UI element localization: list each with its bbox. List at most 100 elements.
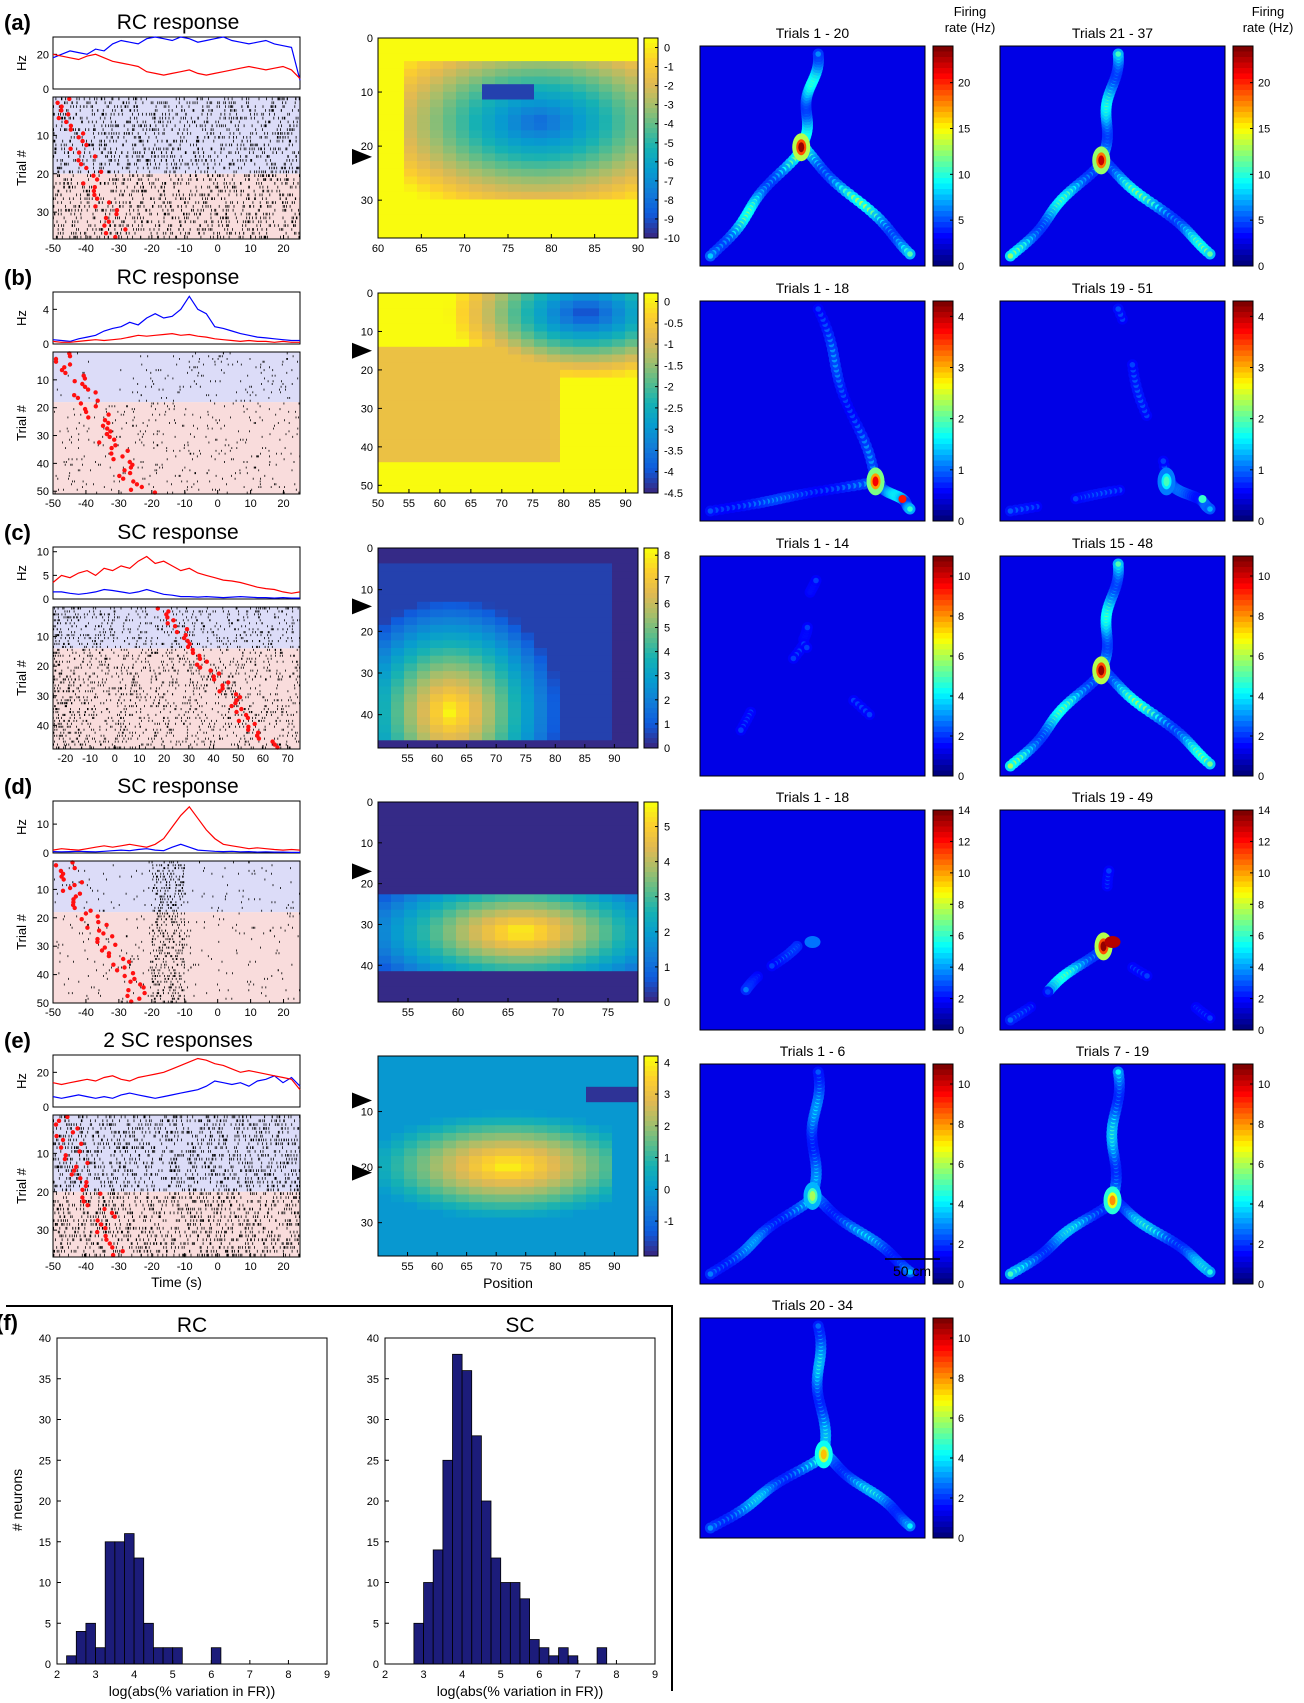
heat-cell xyxy=(586,61,600,70)
heat-cell xyxy=(599,416,613,425)
heat-cell xyxy=(586,1171,600,1180)
heat-cell xyxy=(573,740,587,749)
heat-cell xyxy=(417,222,431,231)
heat-cell xyxy=(456,1248,470,1257)
heat-cell xyxy=(391,122,405,131)
colorbar-tick-label: 0 xyxy=(664,743,670,755)
heat-cell xyxy=(534,548,548,557)
heat-cell xyxy=(573,346,587,355)
heat-cell xyxy=(521,184,535,193)
heat-cell xyxy=(430,732,444,741)
colorbar-step xyxy=(933,466,953,472)
heat-cell xyxy=(573,732,587,741)
raster-ytick-label: 10 xyxy=(37,632,49,644)
heat-cell xyxy=(404,168,418,177)
heat-cell xyxy=(391,184,405,193)
heat-cell xyxy=(482,1186,496,1195)
heat-cell xyxy=(482,138,496,147)
raster-xtick-label: 10 xyxy=(244,243,256,255)
heat-cell xyxy=(508,594,522,603)
trial-start-dot xyxy=(99,948,105,953)
heat-cell xyxy=(430,369,444,379)
heat-cell xyxy=(560,462,574,471)
heat-cell xyxy=(430,648,444,657)
heat-cell xyxy=(417,1109,431,1118)
heat-cell xyxy=(469,68,483,77)
trial-start-dot xyxy=(110,1245,115,1250)
heat-cell xyxy=(378,686,392,695)
heat-cell xyxy=(547,38,561,47)
heat-ytick-label: 20 xyxy=(361,365,373,377)
colorbar-step xyxy=(1233,117,1253,124)
heat-cell xyxy=(547,678,561,687)
heat-cell xyxy=(547,176,561,185)
heat-cell xyxy=(508,1156,522,1165)
heat-cell xyxy=(599,91,613,100)
heat-cell xyxy=(573,308,587,317)
heat-cell xyxy=(573,855,587,864)
colorbar-step xyxy=(644,623,658,629)
heat-cell xyxy=(469,1140,483,1149)
heat-cell xyxy=(586,1109,600,1118)
colorbar-step xyxy=(644,603,658,609)
heat-cell xyxy=(469,362,483,371)
heat-cell xyxy=(391,732,405,741)
heat-cell xyxy=(430,601,444,610)
heat-cell xyxy=(573,477,587,486)
heat-cell xyxy=(391,76,405,85)
heat-cell xyxy=(547,1240,561,1249)
heat-cell xyxy=(612,222,626,231)
colorbar-step xyxy=(644,568,658,574)
heat-cell xyxy=(391,1232,405,1242)
heat-cell xyxy=(378,1086,392,1095)
colorbar-step xyxy=(933,194,953,201)
heat-cell xyxy=(547,578,561,587)
heat-cell xyxy=(417,1086,431,1095)
heat-cell xyxy=(430,840,444,849)
heat-cell xyxy=(586,308,600,317)
heat-cell xyxy=(378,153,392,162)
heat-cell xyxy=(469,909,483,918)
heat-cell xyxy=(599,571,613,580)
colorbar-tick-label: 3 xyxy=(664,671,670,683)
heat-cell xyxy=(430,678,444,687)
heat-cell xyxy=(430,948,444,957)
heat-cell xyxy=(456,902,470,911)
colorbar-step xyxy=(933,112,953,118)
heat-cell xyxy=(521,1140,535,1149)
heat-cell xyxy=(404,308,418,317)
heat-cell xyxy=(599,909,613,918)
heat-cell xyxy=(495,1240,509,1249)
heat-cell xyxy=(599,1163,613,1172)
trial-start-dot xyxy=(131,479,136,484)
heat-cell xyxy=(482,978,496,988)
heat-cell xyxy=(534,894,548,903)
heat-cell xyxy=(547,917,561,926)
colorbar-step xyxy=(1233,422,1253,428)
colorbar-tick-label: 2 xyxy=(958,994,964,1006)
colorbar-step xyxy=(1233,644,1253,650)
heat-cell xyxy=(430,230,444,239)
heat-cell xyxy=(599,809,613,818)
colorbar-step xyxy=(1233,356,1253,362)
heat-cell xyxy=(391,902,405,911)
raster-xtick-label: 10 xyxy=(244,1261,256,1273)
heat-cell xyxy=(508,199,522,208)
heat-cell xyxy=(547,855,561,864)
heat-cell xyxy=(573,1094,587,1103)
panel-letter: (d) xyxy=(4,774,32,799)
heat-cell xyxy=(443,863,457,872)
heat-cell xyxy=(456,955,470,964)
heat-cell xyxy=(534,76,548,85)
heat-cell xyxy=(625,655,639,664)
heat-cell xyxy=(456,740,470,749)
heat-cell xyxy=(573,107,587,116)
heat-cell xyxy=(404,377,418,386)
heat-cell xyxy=(508,955,522,964)
heat-cell xyxy=(625,571,639,580)
colorbar-step xyxy=(644,138,658,144)
heat-cell xyxy=(404,339,418,348)
heat-cell xyxy=(508,840,522,849)
